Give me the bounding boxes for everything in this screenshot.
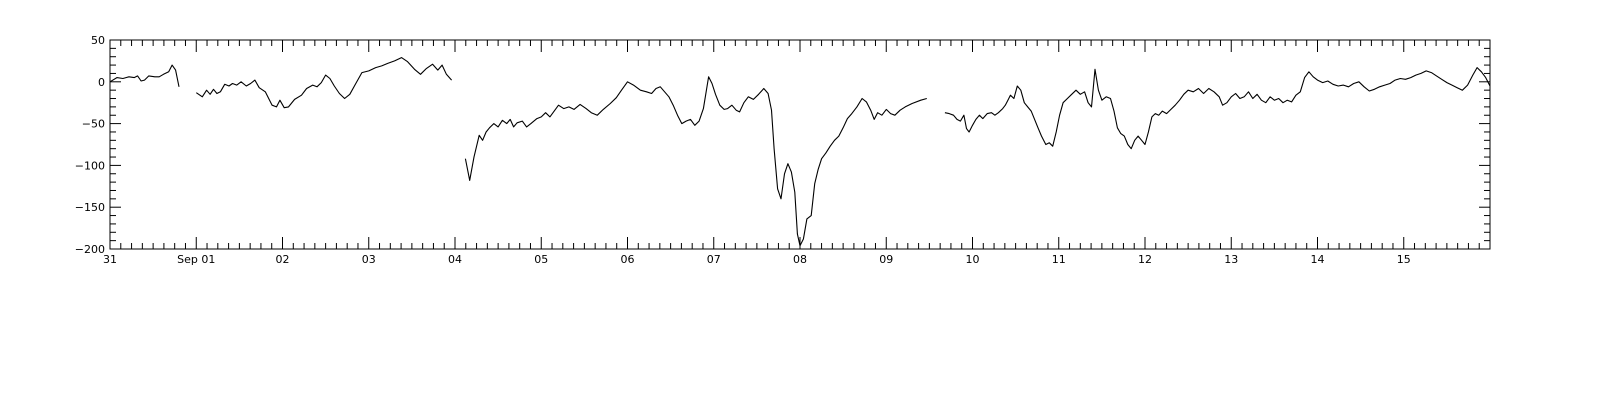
x-tick-label: 11 [1052,253,1066,266]
x-tick-label: 07 [707,253,721,266]
x-tick-label: 14 [1311,253,1325,266]
x-tick-label: 12 [1138,253,1152,266]
x-tick-label: 13 [1224,253,1238,266]
plot-frame [109,39,1491,250]
x-tick-label: 08 [793,253,807,266]
x-tick-label: 05 [534,253,548,266]
x-tick-label: 04 [448,253,462,266]
y-tick-label: −100 [75,159,105,172]
y-tick-label: 0 [98,76,105,89]
x-tick-labels: 31 Sep 01 02 03 04 05 06 07 08 09 10 11 12 13 14 15 [103,253,1411,266]
x-tick-label: 06 [621,253,635,266]
x-tick-label: 31 [103,253,117,266]
x-tick-label: 09 [879,253,893,266]
y-tick-label: −50 [82,118,105,131]
series-line-segment [195,57,453,109]
y-tick-label: 50 [91,34,105,47]
y-tick-labels: 50 0 −50 −100 −150 −200 [75,34,105,256]
y-tick-label: −150 [75,201,105,214]
series-line-segment [109,64,180,87]
axis-ticks [109,39,1491,250]
x-tick-label: 10 [966,253,980,266]
x-tick-label: Sep 01 [177,253,215,266]
data-lines [109,57,1491,247]
series-line-segment [464,76,927,247]
x-tick-label: 15 [1397,253,1411,266]
y-tick-label: −200 [75,243,105,256]
x-tick-label: 02 [276,253,290,266]
series-line-segment [944,67,1491,150]
x-tick-label: 03 [362,253,376,266]
